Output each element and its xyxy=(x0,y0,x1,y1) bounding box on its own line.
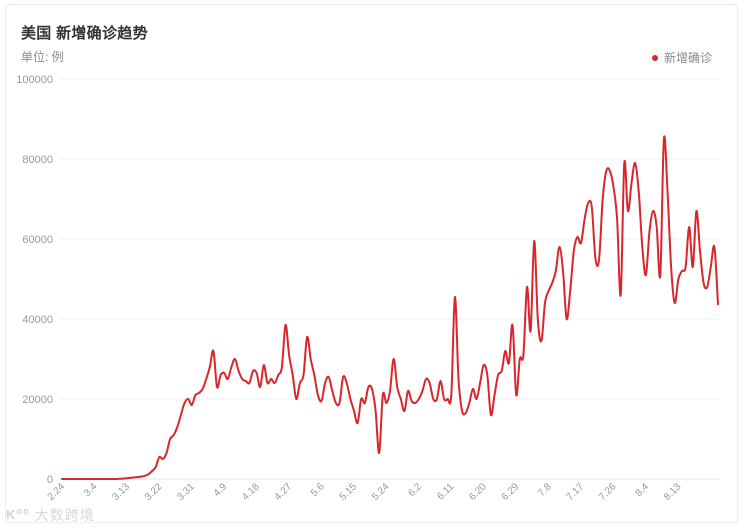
x-tick-label: 6.29 xyxy=(500,481,522,503)
x-tick-label: 7.8 xyxy=(536,481,554,499)
x-tick-label: 5.24 xyxy=(370,481,392,503)
legend-item-new-cases[interactable]: 新增确诊 xyxy=(651,49,712,66)
y-tick-label: 80000 xyxy=(22,154,53,166)
x-tick-label: 6.2 xyxy=(406,481,424,499)
x-tick-label: 5.6 xyxy=(309,481,327,499)
grid-lines xyxy=(60,78,720,480)
x-tick-label: 7.26 xyxy=(597,481,619,503)
unit-label: 单位: 例 xyxy=(21,50,64,64)
y-axis: 0 20000 40000 60000 80000 100000 xyxy=(16,74,53,486)
watermark-text: 大数跨境 xyxy=(34,507,95,523)
x-tick-label: 4.27 xyxy=(273,481,295,503)
y-tick-label: 100000 xyxy=(16,74,53,86)
legend-dot-icon xyxy=(651,54,658,61)
legend-label: 新增确诊 xyxy=(663,51,712,65)
x-tick-label: 3.4 xyxy=(82,481,100,499)
chart-card: 美国 新增确诊趋势 单位: 例 新增确诊 xyxy=(5,4,738,523)
x-tick-label: 4.18 xyxy=(240,481,262,503)
x-tick-label: 3.31 xyxy=(175,481,197,503)
chart-title: 美国 新增确诊趋势 xyxy=(21,25,148,42)
x-tick-label: 7.17 xyxy=(565,481,587,503)
x-tick-label: 6.20 xyxy=(467,481,489,503)
y-tick-label: 0 xyxy=(47,474,53,486)
watermark-logo-icon: K⁰⁰ xyxy=(6,507,30,522)
y-tick-label: 20000 xyxy=(22,394,53,406)
x-tick-label: 5.15 xyxy=(338,481,360,503)
y-tick-label: 60000 xyxy=(22,234,53,246)
watermark: K⁰⁰ 大数跨境 xyxy=(6,505,95,525)
x-tick-label: 3.22 xyxy=(143,481,165,503)
x-axis: 2.24 3.4 3.13 3.22 3.31 4.9 4.18 4.27 5.6 5.15 5.2… xyxy=(46,481,684,503)
x-tick-label: 3.13 xyxy=(110,481,132,503)
y-tick-label: 40000 xyxy=(22,314,53,326)
series-line-new-cases[interactable] xyxy=(61,135,719,480)
x-tick-label: 4.9 xyxy=(212,481,230,499)
x-tick-label: 8.13 xyxy=(662,481,684,503)
x-tick-label: 8.4 xyxy=(633,481,651,499)
x-tick-label: 6.11 xyxy=(435,481,456,502)
